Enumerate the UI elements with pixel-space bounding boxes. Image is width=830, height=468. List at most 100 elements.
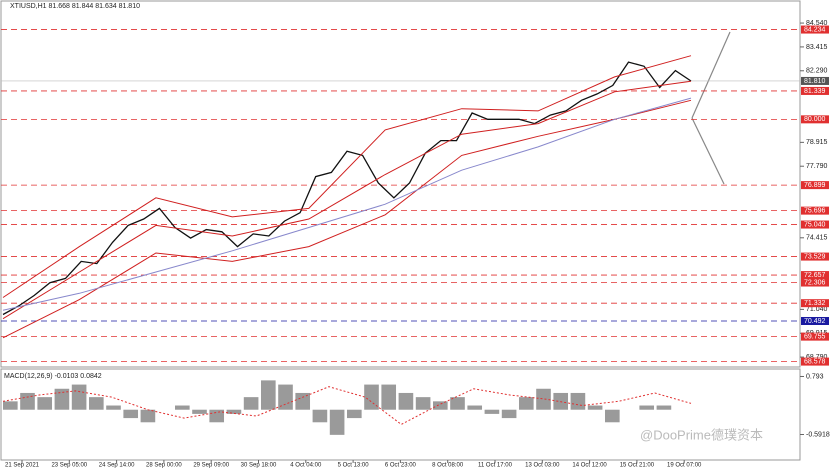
level-tag [801,271,829,280]
macd-bar [381,384,397,410]
x-tick-label: 30 Sep 18:00 [241,463,277,468]
macd-bar [71,384,87,410]
macd-bar [89,397,104,410]
level-label: 72.657 [804,272,826,279]
y-tick-label: 84.540 [806,20,828,27]
series-line [2,97,692,311]
macd-bar [3,401,18,410]
macd-bar [570,392,586,410]
x-tick-label: 24 Sep 14:00 [99,463,135,468]
macd-bar [261,380,276,410]
x-tick-label: 6 Oct 23:00 [385,463,417,468]
macd-bar [106,405,121,410]
macd-bar [209,409,225,423]
macd-bar [450,397,465,410]
level-label: 68.578 [804,358,826,365]
arrows [691,31,731,185]
header: XTIUSD,H1 81.668 81.844 81.634 81.810 [10,3,140,10]
level-tag [801,252,829,261]
macd-bar [484,409,500,414]
x-tick-label: 29 Sep 09:00 [193,463,229,468]
level-tag [801,206,829,215]
x-tick-label: 13 Oct 03:00 [525,463,560,468]
macd-bar [192,409,207,414]
macd-bar [54,388,70,410]
level-tag [801,278,829,287]
level-label: 80.000 [804,116,826,123]
x-tick-label: 15 Oct 21:00 [620,463,655,468]
level-tag [801,299,829,308]
macd-bar [415,397,431,410]
macd-bar [312,409,328,423]
y-tick-label: 82.290 [806,68,828,75]
x-tick-label: 4 Oct 04:00 [290,463,322,468]
x-tick-label: 5 Oct 13:00 [338,463,370,468]
y-tick-label: 83.415 [806,44,828,51]
y-tick-label: 0.793 [806,373,824,380]
x-tick-label: 14 Oct 12:00 [572,463,607,468]
macd-bar [123,409,139,419]
macd-bar [347,409,362,419]
macd-bar [364,384,379,410]
macd-bar [587,405,603,410]
level-tag [801,181,829,190]
x-tick-label: 19 Oct 07:00 [667,463,702,468]
series-line [2,80,692,320]
level-label: 69.755 [804,333,826,340]
y-tick-label: -0.5918 [806,431,830,438]
macd-bar [519,397,534,410]
macd-bar [639,405,655,410]
macd-bar [536,388,551,410]
y-tick-label: 78.915 [806,139,828,146]
watermark: @DooPrime德璞资本 [640,427,763,442]
macd-bar [501,409,517,419]
macd-label: MACD(12,26,9) -0.0103 0.0842 [4,373,102,380]
level-tag [801,86,829,95]
level-tag [801,332,829,341]
macd-bar [656,405,672,410]
price-frame [0,0,801,368]
level-label: 81.339 [804,88,826,95]
macd-bar [295,392,311,410]
level-tag [801,115,829,124]
level-label: 73.529 [804,253,826,260]
level-label: 72.306 [804,279,826,286]
x-tick-label: 28 Sep 00:00 [146,463,182,468]
y-tick-label: 77.790 [806,163,828,170]
macd-bar [278,384,293,410]
macd-bar [605,409,620,423]
level-label: 84.234 [804,26,826,33]
macd-bar [37,397,53,410]
macd-bar [140,409,156,423]
level-label: 75.040 [804,221,826,228]
x-tick-label: 11 Oct 17:00 [478,463,513,468]
level-tag [801,220,829,229]
current-price-tag [801,76,829,85]
signal-line [2,386,692,425]
level-tag [801,25,829,34]
macd-bar [329,409,345,435]
y-tick-label: 71.040 [806,306,828,313]
series-line [2,55,692,298]
macd-bar [433,401,448,410]
level-label: 75.696 [804,207,826,214]
series-line [2,61,692,316]
macd-bar [226,409,242,414]
level-tag [801,316,829,325]
level-label: 76.899 [804,182,826,189]
x-tick-label: 23 Sep 05:00 [51,463,87,468]
current-price-label: 81.810 [804,78,826,85]
y-tick-label: 74.415 [806,235,828,242]
x-tick-label: 8 Oct 08:00 [432,463,464,468]
series-line [2,99,692,339]
macd-bar [175,405,190,410]
x-tick-label: 21 Sep 2021 [5,463,40,468]
level-label: 71.332 [804,300,826,307]
level-label: 70.492 [804,318,826,325]
macd-bar [20,392,35,410]
level-tag [801,357,829,366]
y-tick-label: 68.790 [806,354,828,361]
macd-bar [243,397,259,410]
